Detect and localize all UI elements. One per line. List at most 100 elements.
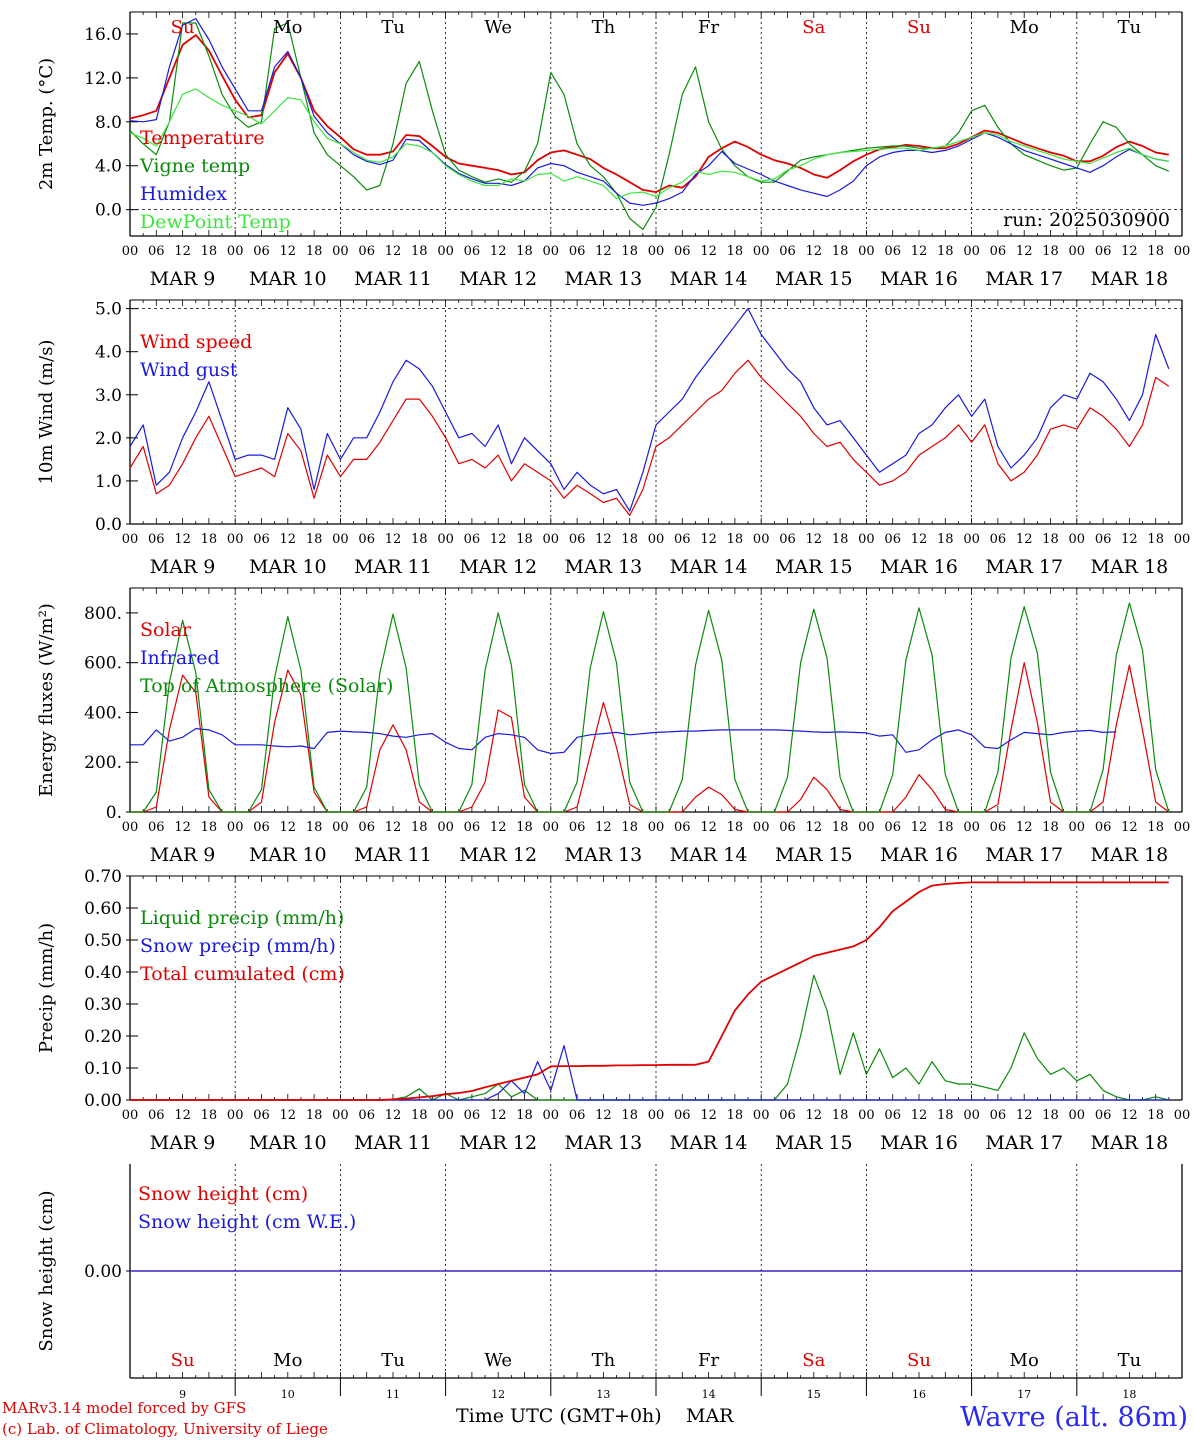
hour-label: 06 <box>253 532 270 547</box>
hour-label: 06 <box>148 244 165 259</box>
date-label: MAR 9 <box>150 1132 216 1154</box>
station-name: Wavre (alt. 86m) <box>960 1402 1188 1433</box>
hour-label: 18 <box>621 244 638 259</box>
legend-entry: Snow height (cm) <box>138 1183 308 1205</box>
hour-label: 00 <box>858 1108 875 1123</box>
hour-label: 12 <box>1016 532 1033 547</box>
hour-label: 06 <box>990 1108 1007 1123</box>
hour-label: 18 <box>832 820 849 835</box>
hour-label: 06 <box>253 820 270 835</box>
hour-label: 18 <box>411 1108 428 1123</box>
weekday-label: Fr <box>698 17 719 38</box>
legend-entry: Humidex <box>140 183 227 205</box>
day-number: 9 <box>179 1388 186 1401</box>
y-tick-label: 0.0 <box>95 201 122 221</box>
weekday-label: Sa <box>802 1350 825 1371</box>
hour-label: 18 <box>937 532 954 547</box>
hour-label: 00 <box>1174 532 1191 547</box>
y-tick-label: 0. <box>106 803 122 823</box>
y-tick-label: 0.0 <box>95 515 122 535</box>
hour-label: 12 <box>1016 820 1033 835</box>
hour-label: 06 <box>569 820 586 835</box>
hour-label: 00 <box>122 820 139 835</box>
hour-label: 00 <box>963 820 980 835</box>
date-label: MAR 16 <box>880 268 958 290</box>
y-tick-label: 200. <box>84 753 122 773</box>
hour-label: 06 <box>569 244 586 259</box>
hour-label: 06 <box>990 244 1007 259</box>
hour-label: 00 <box>227 1108 244 1123</box>
hour-label: 06 <box>358 1108 375 1123</box>
weekday-label: Mo <box>273 1350 302 1371</box>
hour-label: 00 <box>753 244 770 259</box>
hour-label: 00 <box>227 820 244 835</box>
lab-credit: (c) Lab. of Climatology, University of L… <box>2 1420 328 1438</box>
hour-label: 06 <box>464 244 481 259</box>
hour-label: 00 <box>437 1108 454 1123</box>
date-label: MAR 11 <box>354 844 432 866</box>
hour-label: 12 <box>595 244 612 259</box>
hour-label: 18 <box>621 820 638 835</box>
hour-label: 06 <box>253 1108 270 1123</box>
hour-label: 12 <box>806 532 823 547</box>
hour-label: 18 <box>1042 244 1059 259</box>
legend-entry: Total cumulated (cm) <box>140 963 345 985</box>
hour-label: 00 <box>753 532 770 547</box>
hour-label: 00 <box>963 1108 980 1123</box>
date-label: MAR 12 <box>459 844 537 866</box>
hour-label: 12 <box>1121 244 1138 259</box>
hour-label: 06 <box>148 532 165 547</box>
hour-label: 06 <box>358 820 375 835</box>
series-line-humidex <box>129 18 1169 206</box>
panel-5 <box>126 1164 1183 1396</box>
hour-label: 18 <box>516 1108 533 1123</box>
y-axis-title: 10m Wind (m/s) <box>36 340 57 485</box>
hour-label: 00 <box>543 244 560 259</box>
day-number: 10 <box>281 1388 295 1401</box>
date-label: MAR 9 <box>150 268 216 290</box>
hour-label: 12 <box>1121 532 1138 547</box>
hour-label: 12 <box>700 1108 717 1123</box>
hour-label: 18 <box>306 532 323 547</box>
weekday-label: We <box>484 1350 512 1371</box>
x-axis-title: Time UTC (GMT+0h) <box>456 1405 662 1427</box>
y-tick-label: 800. <box>84 604 122 624</box>
date-label: MAR 13 <box>565 844 643 866</box>
hour-label: 12 <box>911 1108 928 1123</box>
date-label: MAR 11 <box>354 556 432 578</box>
hour-label: 00 <box>1069 532 1086 547</box>
hour-label: 00 <box>437 532 454 547</box>
hour-label: 18 <box>832 532 849 547</box>
hour-label: 18 <box>1147 532 1164 547</box>
hour-label: 12 <box>1016 244 1033 259</box>
weekday-label: Mo <box>1010 1350 1039 1371</box>
y-tick-label: 4.0 <box>95 343 122 363</box>
hour-label: 12 <box>174 1108 191 1123</box>
hour-label: 00 <box>437 820 454 835</box>
date-label: MAR 17 <box>985 844 1063 866</box>
series-line-snow-precip-mm-h- <box>130 1044 1169 1101</box>
hour-label: 06 <box>779 532 796 547</box>
hour-label: 00 <box>332 820 349 835</box>
hour-label: 00 <box>963 532 980 547</box>
day-number: 12 <box>491 1388 505 1401</box>
hour-label: 18 <box>411 244 428 259</box>
hour-label: 06 <box>1095 532 1112 547</box>
date-label: MAR 17 <box>985 1132 1063 1154</box>
hour-label: 12 <box>806 244 823 259</box>
hour-label: 00 <box>1174 244 1191 259</box>
hour-label: 12 <box>280 1108 297 1123</box>
weekday-label: Su <box>171 17 195 38</box>
hour-label: 00 <box>963 244 980 259</box>
legend-entry: Solar <box>140 619 192 641</box>
hour-label: 18 <box>1147 820 1164 835</box>
y-axis-title: 2m Temp. (°C) <box>36 58 57 190</box>
weekday-label: Su <box>907 1350 931 1371</box>
hour-label: 12 <box>595 1108 612 1123</box>
legend-entry: Infrared <box>140 647 220 669</box>
series-line-top-of-atmosphere-solar- <box>130 602 1170 813</box>
hour-label: 18 <box>937 244 954 259</box>
date-label: MAR 12 <box>459 556 537 578</box>
series-line-wind-gust <box>129 308 1170 512</box>
hour-label: 06 <box>884 244 901 259</box>
